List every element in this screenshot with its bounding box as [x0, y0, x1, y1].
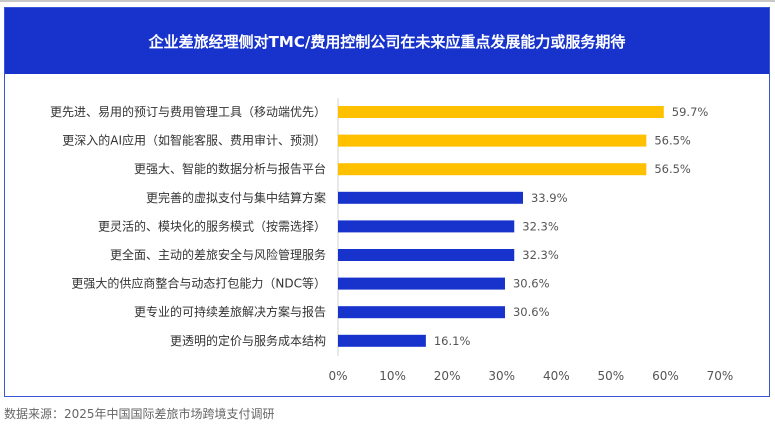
category-label: 更深入的AI应用（如智能客服、费用审计、预测）: [62, 133, 326, 148]
category-label: 更灵活的、模块化的服务模式（按需选择）: [98, 218, 326, 233]
bar: [338, 191, 523, 204]
title-band: 企业差旅经理侧对TMC/费用控制公司在未来应重点发展能力或服务期待: [5, 8, 769, 74]
category-label: 更强大、智能的数据分析与报告平台: [134, 161, 326, 176]
bar: [338, 277, 505, 290]
source-note: 数据来源：2025年中国国际差旅市场跨境支付调研: [4, 407, 275, 421]
value-label: 30.6%: [513, 305, 550, 319]
category-label: 更强大的供应商整合与动态打包能力（NDC等）: [71, 276, 326, 291]
x-tick-label: 70%: [707, 369, 734, 383]
x-tick-label: 10%: [379, 369, 406, 383]
value-label: 30.6%: [513, 277, 550, 291]
category-label: 更专业的可持续差旅解决方案与报告: [134, 304, 326, 319]
bar: [338, 134, 647, 147]
bar: [338, 106, 664, 118]
x-tick-label: 30%: [488, 369, 515, 383]
value-label: 56.5%: [654, 162, 691, 176]
x-tick-label: 60%: [652, 369, 679, 383]
category-label: 更全面、主动的差旅安全与风险管理服务: [110, 247, 326, 262]
x-tick-label: 0%: [328, 369, 347, 383]
value-label: 32.3%: [522, 248, 559, 262]
bar: [338, 249, 515, 261]
value-label: 16.1%: [434, 334, 471, 348]
bar: [338, 306, 505, 319]
bar: [338, 220, 515, 233]
value-label: 59.7%: [672, 105, 709, 119]
bar: [338, 163, 647, 176]
value-label: 33.9%: [531, 191, 568, 205]
category-label: 更先进、易用的预订与费用管理工具（移动端优先）: [50, 104, 326, 119]
top-divider: [0, 0, 775, 2]
value-label: 32.3%: [522, 219, 559, 233]
chart-title: 企业差旅经理侧对TMC/费用控制公司在未来应重点发展能力或服务期待: [148, 32, 626, 51]
x-tick-label: 20%: [434, 369, 461, 383]
value-label: 56.5%: [654, 134, 691, 148]
category-label: 更完善的虚拟支付与集中结算方案: [146, 190, 326, 205]
x-tick-label: 50%: [598, 369, 625, 383]
bar: [338, 334, 426, 347]
category-label: 更透明的定价与服务成本结构: [170, 333, 326, 348]
x-tick-label: 40%: [543, 369, 570, 383]
